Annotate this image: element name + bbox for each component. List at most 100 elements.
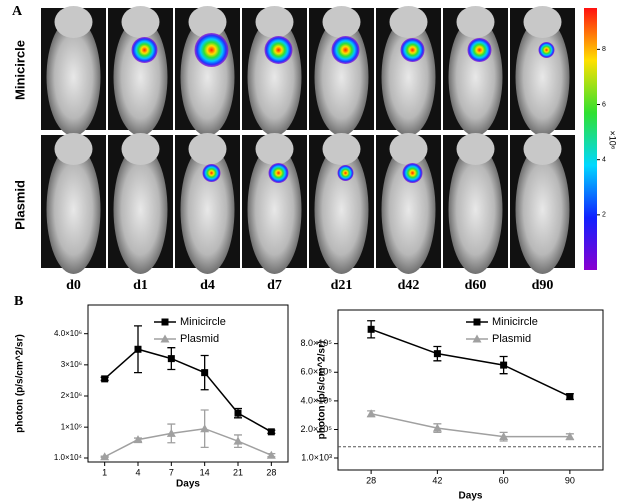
mouse-head [121,6,160,38]
mouse-head [188,133,227,165]
day-label: d42 [398,278,420,293]
data-point [166,428,176,437]
mouse-body [448,145,503,274]
row-label: Plasmid [12,180,27,230]
colorbar-tick-label: 6 [602,101,606,108]
mouse-head [322,6,361,38]
x-tick-label: 42 [432,475,442,485]
legend-label: Minicircle [492,316,538,328]
data-point [234,409,242,417]
x-tick-label: 14 [200,467,210,477]
signal [402,163,423,183]
panel-label: A [12,4,23,19]
mouse-head [322,133,361,165]
legend-label: Plasmid [492,333,531,345]
mouse-head [255,133,294,165]
legend-marker [472,334,482,343]
signal [264,36,293,64]
data-point [500,361,508,369]
mouse-head [54,6,93,38]
day-label: d1 [133,278,148,293]
signal [400,38,425,62]
day-label: d7 [267,278,282,293]
y-tick-label: 4.0×10⁵ [300,395,332,405]
colorbar-tick-label: 2 [602,212,606,219]
series-line [370,328,571,398]
signal [194,33,229,67]
y-tick-label: 1.0×10⁴ [54,453,83,462]
legend-marker [161,318,169,326]
mouse-head [456,133,495,165]
x-tick-label: 60 [499,475,509,485]
mouse-head [523,133,562,165]
y-tick-label: 2.0×10⁵ [300,424,332,434]
mouse-body [46,18,101,136]
y-tick-label: 4.0×10⁶ [54,329,82,338]
y-tick-label: 3×10⁶ [61,360,82,369]
x-tick-label: 90 [565,475,575,485]
data-point [267,428,275,436]
mouse-body [46,145,101,274]
mouse-head [389,6,428,38]
signal [202,164,221,182]
colorbar-tick-label: 8 [602,46,606,53]
signal [131,37,158,63]
y-tick-label: 2×10⁶ [61,391,82,400]
data-point [200,424,210,433]
data-point [367,325,375,333]
signal [538,42,555,58]
mouse-body [381,145,436,274]
x-axis-label: Days [459,491,483,502]
data-point [566,393,574,401]
series-line [104,427,272,458]
mouse-body [515,18,570,136]
x-tick-label: 28 [366,475,376,485]
panel-label: B [14,294,23,309]
mouse-body [247,145,302,274]
day-label: d90 [532,278,554,293]
mouse-body [180,145,235,274]
y-axis-label: photon (p/s/cm^2/sr) [15,334,26,433]
mouse-head [523,6,562,38]
y-tick-label: 1×10⁶ [61,422,82,431]
row-label: Minicircle [12,40,27,100]
mouse-head [188,6,227,38]
data-point [266,450,276,459]
colorbar [584,8,597,270]
signal [331,36,360,64]
data-point [100,452,110,461]
signal [467,38,492,62]
mouse-head [255,6,294,38]
x-tick-label: 7 [169,467,174,477]
legend-label: Minicircle [180,316,226,328]
legend-marker [160,334,170,343]
data-point [565,432,575,441]
mouse-images [41,6,575,274]
day-label: d4 [200,278,215,293]
data-point [366,409,376,418]
data-point [433,350,441,358]
day-label: d0 [66,278,81,293]
data-point [201,369,209,377]
legend-label: Plasmid [180,333,219,345]
x-tick-label: 28 [266,467,276,477]
y-tick-label: 1.0×10³ [301,452,332,462]
colorbar-label: ×10⁶ [608,131,618,150]
data-point [432,423,442,432]
data-point [233,436,243,445]
plot-frame [87,304,289,463]
y-tick-label: 8.0×10⁵ [300,338,332,348]
x-tick-label: 4 [135,467,140,477]
x-axis-label: Days [176,479,200,490]
mouse-body [314,145,369,274]
signal [337,165,354,181]
y-axis-label: photon (p/s/cm^2/sr) [317,341,328,440]
colorbar-tick-label: 4 [602,157,606,164]
mouse-head [121,133,160,165]
mouse-head [54,133,93,165]
series-line [104,348,272,433]
x-tick-label: 21 [233,467,243,477]
mouse-head [389,133,428,165]
